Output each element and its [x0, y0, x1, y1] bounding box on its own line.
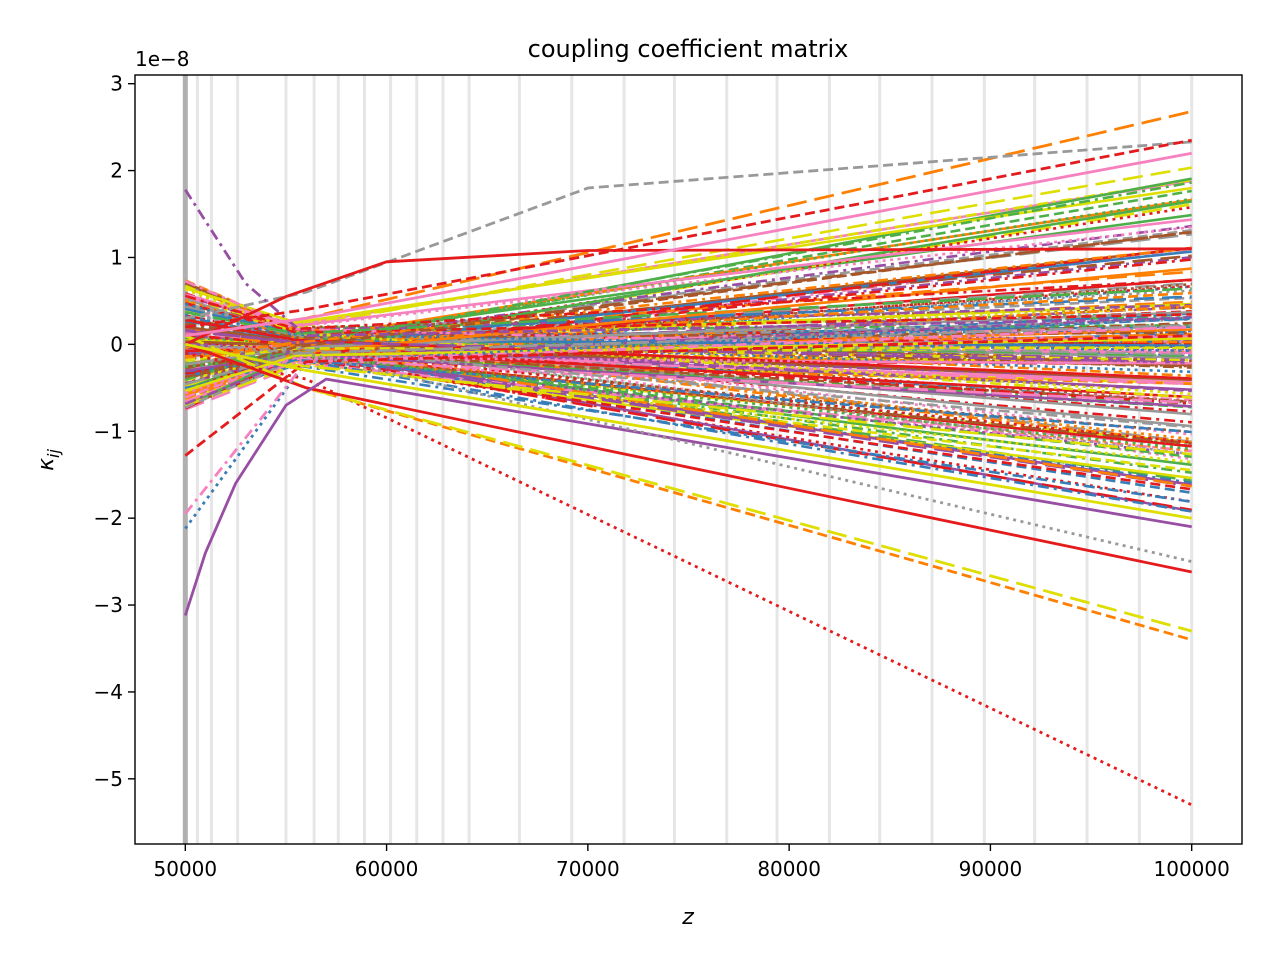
series-line — [184, 296, 1192, 369]
series-line — [184, 302, 1192, 334]
x-axis-label: z — [681, 905, 694, 930]
y-axis-ticks: 3 2 1 0 −1 −2 −3 −4 −5 — [94, 72, 135, 791]
series-line — [185, 197, 1192, 368]
y-tick-label: −4 — [94, 680, 123, 704]
x-tick-label: 60000 — [355, 857, 419, 881]
chart-title: coupling coefficient matrix — [528, 35, 849, 63]
series-line — [184, 334, 1192, 457]
x-tick-label: 90000 — [959, 857, 1023, 881]
series-line — [185, 291, 1192, 361]
series-line — [185, 343, 1193, 563]
series-line — [185, 285, 1192, 366]
series-line — [184, 293, 1192, 378]
series-lines — [183, 110, 1193, 807]
y-axis-label-base: κ — [34, 458, 59, 471]
series-line — [184, 278, 1192, 331]
series-line — [184, 343, 1192, 574]
series-line — [184, 282, 1192, 329]
series-line — [185, 356, 1192, 444]
series-line — [185, 342, 1192, 444]
series-line — [184, 247, 1192, 346]
series-line — [185, 329, 1192, 364]
series-line — [185, 349, 1192, 403]
series-line — [185, 355, 1192, 434]
series-line — [185, 357, 1192, 456]
series-line — [184, 302, 1192, 353]
y-axis-label-sub: ij — [44, 449, 63, 458]
y-tick-label: −2 — [94, 506, 123, 530]
series-line — [184, 280, 1192, 355]
x-tick-label: 70000 — [556, 857, 620, 881]
series-line — [184, 356, 1192, 395]
y-tick-label: −5 — [94, 767, 123, 791]
plot-frame — [134, 74, 1243, 845]
x-tick-label: 80000 — [757, 857, 821, 881]
series-line — [184, 186, 1192, 324]
vertical-markers — [182, 75, 1194, 844]
series-line — [183, 377, 1192, 616]
y-tick-label: −3 — [94, 593, 123, 617]
series-line — [185, 358, 1192, 513]
series-line — [185, 343, 1192, 520]
series-line — [185, 140, 1192, 320]
series-line — [185, 302, 1192, 343]
series-line — [184, 323, 1192, 386]
series-line — [184, 358, 1192, 434]
series-line — [184, 315, 1192, 406]
series-line — [185, 151, 1192, 338]
series-line — [184, 230, 1192, 379]
y-tick-label: −1 — [94, 419, 123, 443]
x-tick-label: 50000 — [154, 857, 218, 881]
series-line — [185, 138, 1192, 329]
series-line — [185, 178, 1192, 327]
series-line — [184, 188, 1192, 338]
series-line — [184, 316, 1192, 409]
series-line — [185, 353, 1192, 451]
y-tick-label: 2 — [110, 159, 123, 183]
x-tick-label: 100000 — [1154, 857, 1230, 881]
series-line — [184, 316, 1192, 530]
y-tick-label: 0 — [110, 332, 123, 356]
y-tick-label: 3 — [110, 72, 123, 96]
y-axis-label: κij — [34, 449, 63, 471]
y-tick-label: 1 — [110, 245, 123, 269]
y-offset-label: 1e−8 — [135, 47, 190, 71]
series-line — [184, 181, 1192, 381]
x-axis-ticks: 50000 60000 70000 80000 90000 100000 — [154, 844, 1230, 881]
series-line — [185, 344, 1192, 429]
